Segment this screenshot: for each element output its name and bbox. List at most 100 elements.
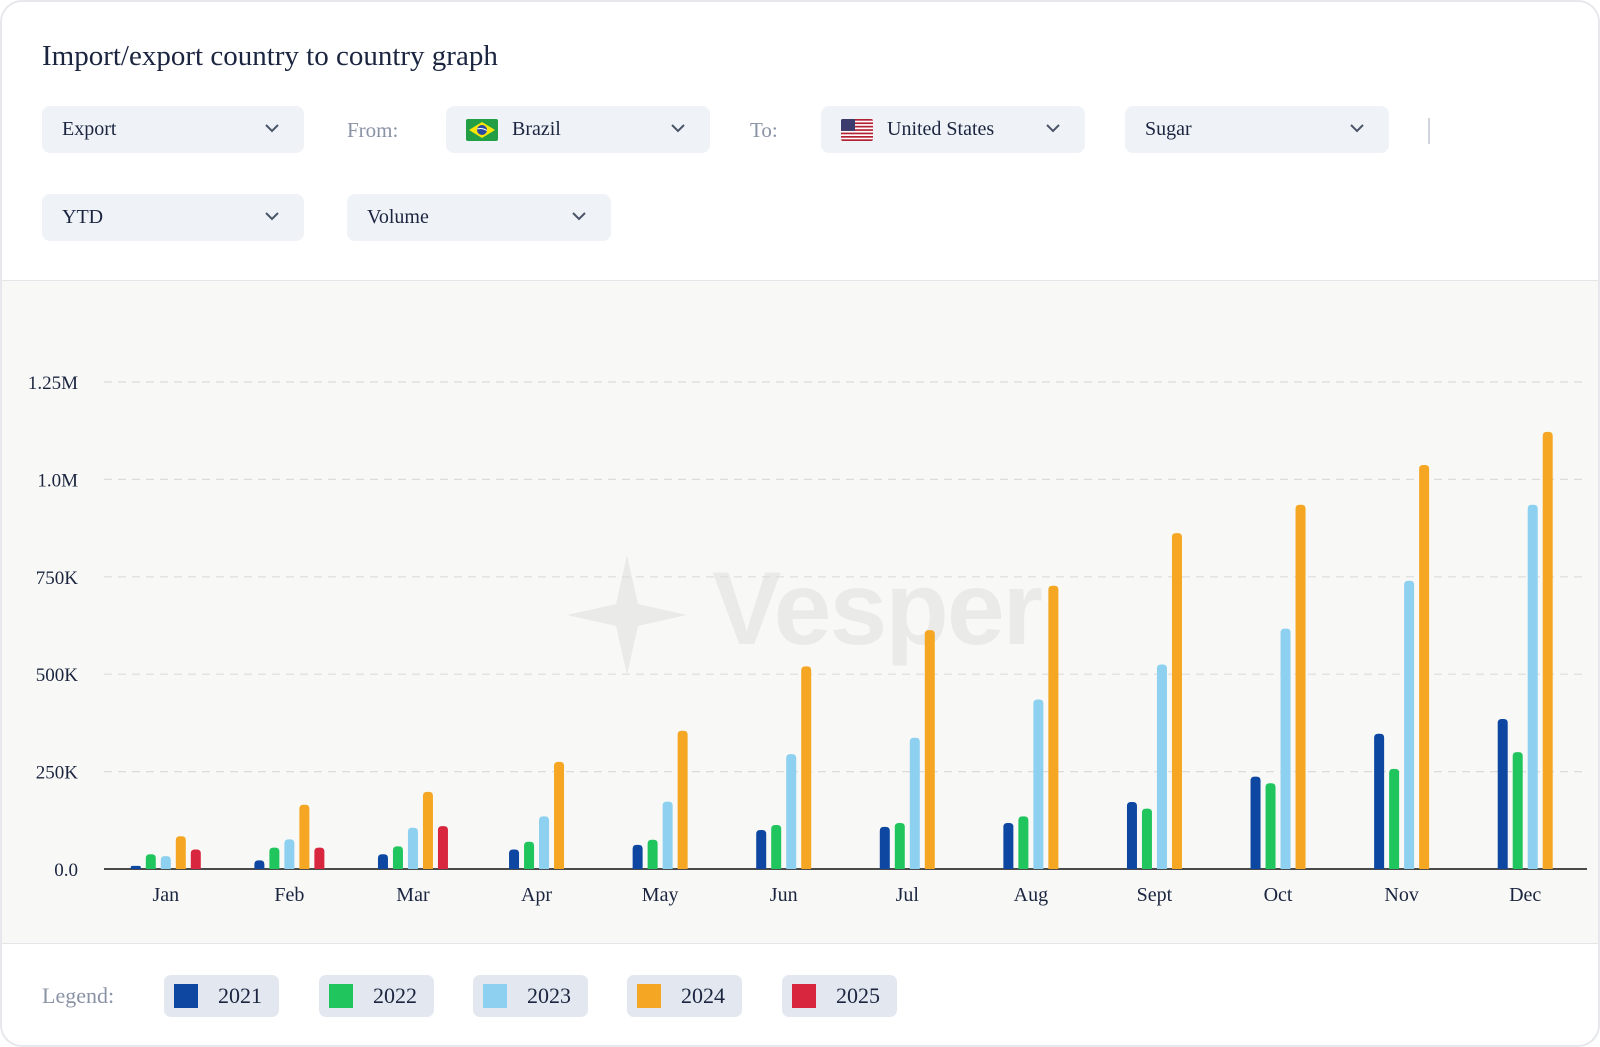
- measure-value: Volume: [367, 206, 429, 228]
- bar-2024-apr: [554, 761, 565, 869]
- y-tick-label: 1.25M: [28, 373, 78, 394]
- period-select[interactable]: YTD: [42, 194, 304, 241]
- bar-2023-sept: [1156, 664, 1167, 869]
- bar-2023-feb: [284, 839, 295, 869]
- bar-2023-dec: [1527, 504, 1538, 869]
- x-tick-label: Oct: [1264, 884, 1293, 906]
- x-tick-label: Mar: [396, 884, 430, 906]
- legend-item-2021[interactable]: 2021: [164, 975, 279, 1017]
- bar-2022-feb: [269, 847, 280, 869]
- bar-2023-oct: [1280, 628, 1291, 869]
- bar-2022-jun: [771, 824, 782, 869]
- chevron-down-icon: [1350, 124, 1364, 133]
- bar-2022-aug: [1018, 816, 1029, 869]
- x-tick-label: Dec: [1509, 884, 1541, 906]
- bar-2022-apr: [524, 841, 535, 869]
- x-tick-label: Nov: [1384, 884, 1418, 906]
- y-tick-label: 0.0: [54, 860, 78, 881]
- bar-2022-jul: [894, 823, 905, 869]
- legend-item-2024[interactable]: 2024: [627, 975, 742, 1017]
- commodity-select[interactable]: Sugar: [1125, 106, 1389, 153]
- bar-2022-may: [647, 839, 658, 869]
- bar-2022-sept: [1141, 808, 1152, 869]
- bar-2023-aug: [1033, 699, 1044, 869]
- bar-2021-may: [632, 844, 643, 869]
- x-tick-label: May: [642, 884, 679, 906]
- x-tick-label: Apr: [521, 884, 552, 906]
- bar-2024-oct: [1295, 504, 1306, 869]
- legend-text-2023: 2023: [527, 983, 571, 1008]
- legend-item-2023[interactable]: 2023: [473, 975, 588, 1017]
- legend-text-2021: 2021: [218, 983, 262, 1008]
- measure-select[interactable]: Volume: [347, 194, 611, 241]
- bar-2024-jul: [924, 630, 935, 869]
- bar-2024-dec: [1542, 431, 1553, 869]
- legend-swatch-2023: [483, 984, 507, 1008]
- bar-2022-mar: [392, 846, 403, 869]
- chevron-down-icon: [265, 212, 279, 221]
- bar-2024-aug: [1048, 585, 1059, 869]
- y-tick-label: 500K: [36, 665, 79, 686]
- chevron-down-icon: [265, 124, 279, 133]
- bar-2022-dec: [1512, 752, 1523, 869]
- bar-2021-nov: [1374, 733, 1385, 869]
- bar-2023-jun: [786, 754, 797, 869]
- legend-swatch-2022: [329, 984, 353, 1008]
- legend-swatch-2024: [637, 984, 661, 1008]
- plot-area: [2, 280, 1598, 944]
- x-tick-label: Feb: [274, 884, 304, 906]
- legend-text-2022: 2022: [373, 983, 417, 1008]
- to-label: To:: [750, 118, 778, 142]
- bar-2021-sept: [1126, 801, 1137, 869]
- x-tick-label: Jan: [152, 884, 179, 906]
- legend-swatch-2025: [792, 984, 816, 1008]
- legend-item-2025[interactable]: 2025: [782, 975, 897, 1017]
- legend-text-2025: 2025: [836, 983, 880, 1008]
- to-country-select[interactable]: United States: [821, 106, 1085, 153]
- bar-2022-jan: [145, 854, 156, 869]
- bar-2023-may: [662, 801, 673, 869]
- chevron-down-icon: [1046, 124, 1060, 133]
- bar-2021-oct: [1250, 776, 1261, 869]
- bar-2024-jan: [175, 836, 186, 869]
- legend-text-2024: 2024: [681, 983, 725, 1008]
- y-tick-label: 750K: [36, 568, 79, 589]
- from-country-value: Brazil: [512, 118, 561, 140]
- y-tick-label: 250K: [36, 763, 79, 784]
- bar-2021-dec: [1497, 719, 1508, 869]
- x-tick-label: Jul: [896, 884, 920, 906]
- bar-2022-oct: [1265, 783, 1276, 869]
- from-country-select[interactable]: Brazil: [446, 106, 710, 153]
- bar-2021-jan: [130, 865, 141, 869]
- y-tick-label: 1.0M: [37, 470, 78, 491]
- x-tick-label: Jun: [770, 884, 798, 906]
- bar-2021-mar: [377, 854, 388, 869]
- bar-2023-nov: [1404, 580, 1415, 869]
- period-value: YTD: [62, 206, 104, 228]
- bar-2021-aug: [1003, 823, 1014, 869]
- bar-2022-nov: [1389, 768, 1400, 869]
- bar-2024-feb: [299, 804, 310, 869]
- legend-item-2022[interactable]: 2022: [319, 975, 434, 1017]
- bar-2025-jan: [190, 849, 201, 869]
- bar-2021-jun: [756, 830, 767, 869]
- commodity-value: Sugar: [1145, 118, 1192, 140]
- bar-2023-jan: [160, 856, 171, 869]
- legend-swatch-2021: [174, 984, 198, 1008]
- bar-2023-apr: [539, 816, 550, 869]
- flow-select[interactable]: Export: [42, 106, 304, 153]
- bar-2025-mar: [437, 826, 448, 869]
- us-flag-icon: [841, 118, 873, 141]
- legend-label: Legend:: [42, 983, 115, 1008]
- bar-2024-jun: [801, 666, 812, 869]
- bar-2025-feb: [314, 847, 325, 869]
- chevron-down-icon: [671, 124, 685, 133]
- bar-2021-feb: [254, 860, 265, 869]
- to-country-value: United States: [887, 118, 995, 140]
- bar-2024-sept: [1171, 533, 1182, 869]
- bar-2021-jul: [879, 826, 890, 869]
- brazil-flag-icon: [466, 118, 498, 141]
- x-tick-label: Sept: [1137, 884, 1173, 906]
- bar-2024-may: [677, 730, 688, 869]
